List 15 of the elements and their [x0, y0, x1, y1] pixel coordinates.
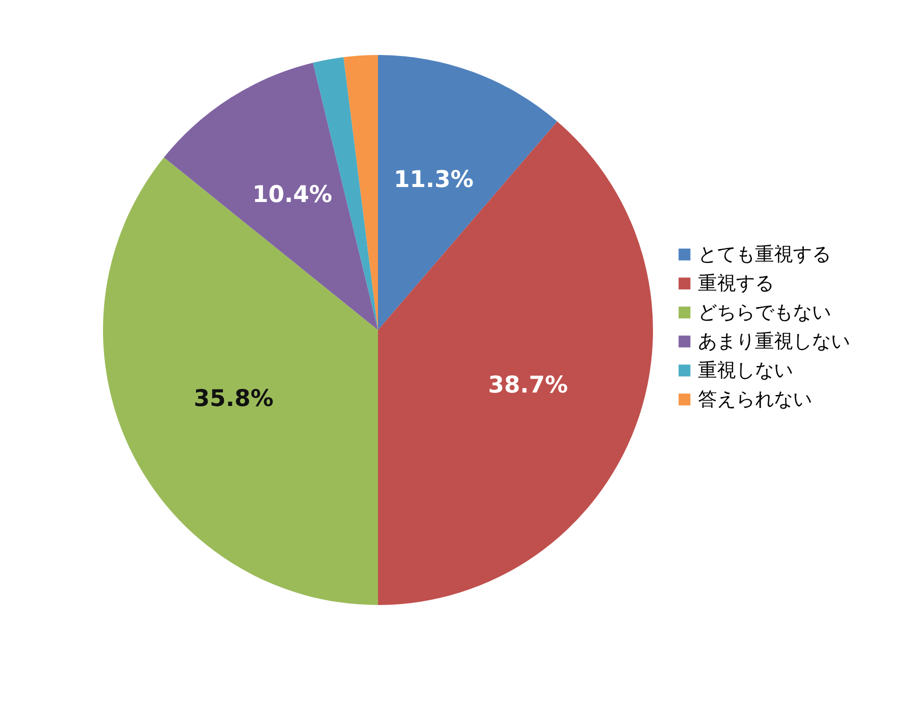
data-label: 38.7%: [488, 372, 568, 399]
data-label: 10.4%: [252, 182, 332, 208]
legend-label: 答えられない: [698, 388, 812, 410]
legend-label: どちらでもない: [698, 302, 831, 324]
pie-slice: [164, 62, 378, 330]
data-label: 35.8%: [194, 386, 274, 412]
pie-slice: [378, 55, 558, 330]
legend-label: あまり重視しない: [698, 330, 850, 352]
pie-slice: [344, 55, 378, 330]
legend-label: 重視する: [698, 272, 774, 294]
legend-label: 重視しない: [698, 360, 793, 382]
legend-label: とても重視する: [698, 244, 831, 266]
data-label: 11.3%: [394, 166, 474, 193]
pie-slice: [103, 157, 378, 605]
pie-slice: [378, 121, 653, 605]
